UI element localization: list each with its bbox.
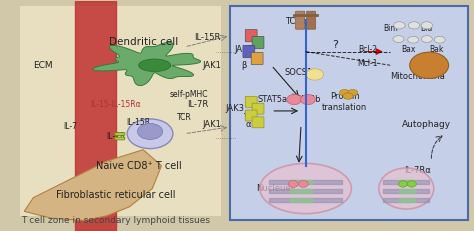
Ellipse shape bbox=[306, 69, 323, 80]
Text: T cell zone in secondary lymphoid tissues: T cell zone in secondary lymphoid tissue… bbox=[21, 216, 210, 225]
Text: Nucleues: Nucleues bbox=[256, 184, 295, 193]
Polygon shape bbox=[24, 150, 162, 220]
Text: IL-7R: IL-7R bbox=[106, 131, 126, 140]
FancyBboxPatch shape bbox=[115, 137, 125, 140]
Ellipse shape bbox=[287, 94, 301, 105]
Text: γc: γc bbox=[244, 111, 253, 120]
FancyBboxPatch shape bbox=[19, 6, 221, 216]
FancyBboxPatch shape bbox=[230, 6, 468, 220]
FancyBboxPatch shape bbox=[245, 96, 257, 107]
Text: Autophagy: Autophagy bbox=[402, 120, 451, 129]
Ellipse shape bbox=[408, 36, 419, 43]
Text: JAK3: JAK3 bbox=[225, 104, 244, 113]
Ellipse shape bbox=[137, 124, 163, 140]
Text: IL-15R: IL-15R bbox=[127, 118, 151, 127]
Ellipse shape bbox=[343, 93, 353, 99]
Text: Mitochondria: Mitochondria bbox=[390, 72, 445, 81]
Text: Bcl-2: Bcl-2 bbox=[358, 45, 377, 54]
Text: TCR: TCR bbox=[177, 113, 192, 122]
Ellipse shape bbox=[379, 168, 434, 209]
FancyBboxPatch shape bbox=[243, 46, 255, 58]
Text: Bid: Bid bbox=[421, 24, 433, 33]
Text: Bim: Bim bbox=[383, 24, 398, 33]
Text: Fibroblastic reticular cell: Fibroblastic reticular cell bbox=[56, 190, 175, 200]
Text: Dendritic cell: Dendritic cell bbox=[109, 37, 178, 47]
Text: JAK3: JAK3 bbox=[234, 45, 253, 54]
FancyBboxPatch shape bbox=[115, 133, 125, 135]
Text: α: α bbox=[246, 120, 251, 129]
Ellipse shape bbox=[421, 22, 433, 29]
Text: Bak: Bak bbox=[429, 45, 443, 54]
Text: IL-15-IL-15Rα: IL-15-IL-15Rα bbox=[91, 100, 141, 109]
FancyBboxPatch shape bbox=[307, 11, 316, 29]
Ellipse shape bbox=[421, 36, 432, 43]
Text: β: β bbox=[241, 61, 246, 70]
Ellipse shape bbox=[288, 181, 298, 187]
Text: Mcl-1: Mcl-1 bbox=[357, 58, 378, 67]
Text: γc: γc bbox=[253, 52, 263, 61]
Text: IL-15R: IL-15R bbox=[194, 33, 220, 43]
Ellipse shape bbox=[407, 181, 416, 187]
Text: Protein
translation: Protein translation bbox=[322, 92, 367, 112]
Ellipse shape bbox=[348, 89, 358, 96]
Text: JAK1: JAK1 bbox=[202, 61, 221, 70]
FancyBboxPatch shape bbox=[252, 103, 264, 114]
Ellipse shape bbox=[408, 22, 420, 29]
Ellipse shape bbox=[399, 181, 408, 187]
FancyBboxPatch shape bbox=[251, 52, 263, 65]
Ellipse shape bbox=[393, 36, 404, 43]
Text: Bax: Bax bbox=[401, 45, 416, 54]
FancyBboxPatch shape bbox=[252, 36, 264, 49]
FancyBboxPatch shape bbox=[245, 30, 257, 42]
FancyBboxPatch shape bbox=[252, 117, 264, 128]
Ellipse shape bbox=[138, 59, 171, 72]
Ellipse shape bbox=[434, 36, 445, 43]
Text: IL-7Rα: IL-7Rα bbox=[404, 166, 431, 175]
Text: STAT5a-STAT5b: STAT5a-STAT5b bbox=[258, 95, 321, 104]
Text: Naive CD8⁺ T cell: Naive CD8⁺ T cell bbox=[96, 161, 182, 171]
Text: ECM: ECM bbox=[33, 61, 52, 70]
FancyBboxPatch shape bbox=[296, 11, 305, 29]
Text: JAK1: JAK1 bbox=[202, 120, 221, 129]
Text: TCRαβ: TCRαβ bbox=[285, 17, 312, 26]
Ellipse shape bbox=[301, 94, 315, 105]
Text: ?: ? bbox=[332, 40, 338, 50]
FancyBboxPatch shape bbox=[245, 110, 257, 121]
Ellipse shape bbox=[298, 181, 309, 187]
Text: IL-7: IL-7 bbox=[63, 122, 77, 131]
Text: self-pMHC: self-pMHC bbox=[170, 91, 208, 100]
Ellipse shape bbox=[127, 119, 173, 149]
Ellipse shape bbox=[260, 163, 351, 214]
Text: SOCS1: SOCS1 bbox=[284, 68, 313, 77]
Text: IL-7R: IL-7R bbox=[187, 100, 209, 109]
Ellipse shape bbox=[394, 22, 405, 29]
Ellipse shape bbox=[339, 89, 349, 96]
Ellipse shape bbox=[410, 52, 448, 78]
Polygon shape bbox=[93, 42, 201, 86]
